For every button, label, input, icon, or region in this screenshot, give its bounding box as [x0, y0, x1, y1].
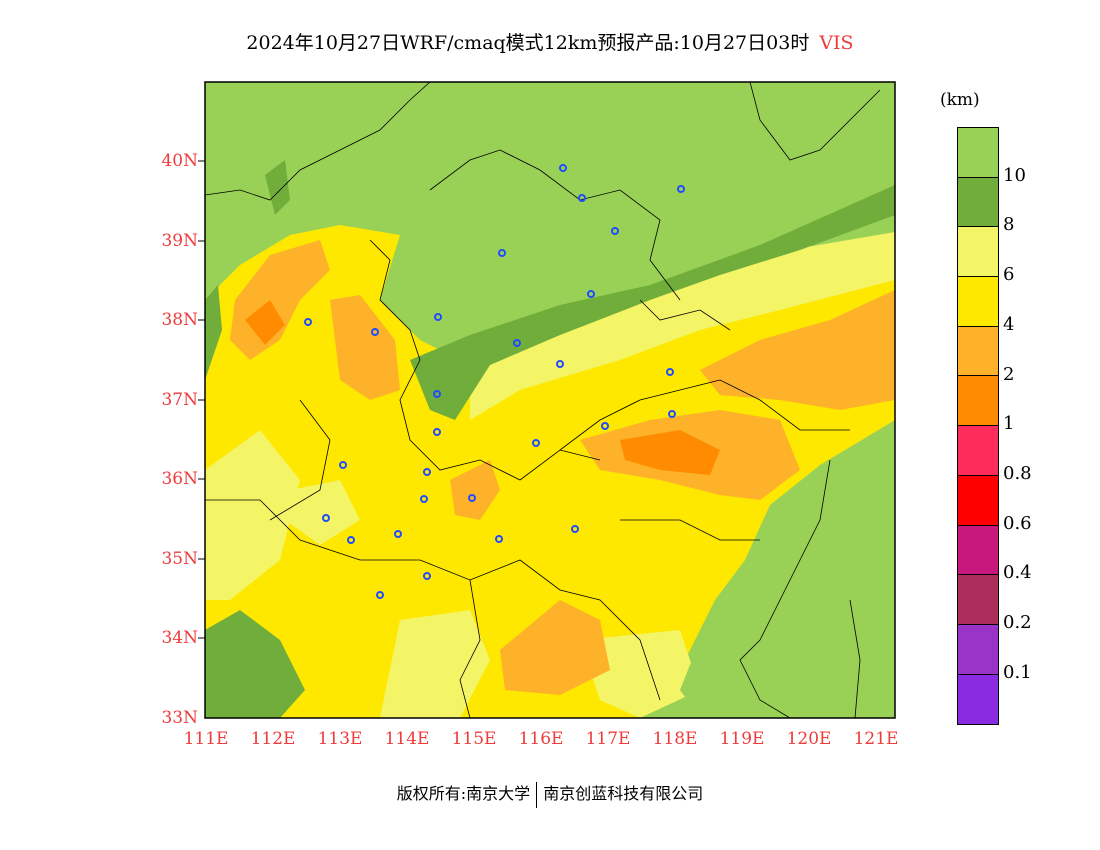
colorbar-swatch: [958, 525, 998, 576]
lon-tick: 118E: [652, 729, 698, 749]
lat-tick: 34N: [161, 628, 198, 648]
colorbar-label: 0.1: [1003, 661, 1032, 683]
lon-tick: 121E: [853, 729, 899, 749]
axis-ticks: [198, 160, 205, 639]
lat-tick: 36N: [161, 469, 198, 489]
colorbar-label: 6: [1003, 264, 1015, 286]
variable-label: VIS: [819, 32, 854, 54]
vis-8-10-patch: [205, 610, 305, 718]
colorbar-label: 0.6: [1003, 512, 1032, 534]
colorbar-swatch: [958, 426, 998, 476]
lat-tick: 38N: [161, 310, 198, 330]
colorbar-unit: (km): [940, 90, 980, 110]
admin-boundaries: [205, 82, 881, 718]
vis-1-2-patch: [245, 300, 285, 345]
chart-title: 2024年10月27日WRF/cmaq模式12km预报产品:10月27日03时 V…: [0, 28, 1100, 55]
lon-tick: 115E: [451, 729, 497, 749]
colorbar-swatch: [958, 674, 998, 725]
colorbar-swatch: [958, 277, 998, 327]
vis-2-4-patch: [450, 460, 500, 520]
colorbar-swatch: [958, 624, 998, 675]
footer-separator: [536, 781, 538, 808]
copyright-right: 南京创蓝科技有限公司: [543, 784, 704, 803]
vis-6-8-band: [470, 232, 895, 420]
vis-8-10-band: [410, 185, 895, 420]
lon-tick: 119E: [719, 729, 765, 749]
colorbar-swatch: [958, 227, 998, 278]
vis-2-4-patch: [700, 290, 895, 410]
vis-6-8-patch: [285, 480, 360, 545]
lat-tick: 39N: [161, 231, 198, 251]
vis-2-4-patch: [330, 295, 400, 400]
colorbar-swatch: [958, 128, 998, 178]
title-text: 2024年10月27日WRF/cmaq模式12km预报产品:10月27日03时: [246, 32, 810, 54]
colorbar-swatch: [958, 475, 998, 526]
colorbar-swatch: [958, 326, 998, 377]
colorbar-label: 8: [1003, 214, 1015, 236]
colorbar-swatch: [958, 376, 998, 427]
vis-8-10-patch: [205, 285, 222, 380]
colorbar-label: 1: [1003, 413, 1015, 435]
lon-tick: 117E: [585, 729, 631, 749]
vis-1-2-patch: [620, 430, 720, 475]
colorbar-label: 0.8: [1003, 462, 1032, 484]
city-markers: [304, 164, 685, 599]
copyright-footer: 版权所有:南京大学 南京创蓝科技有限公司: [0, 780, 1100, 808]
colorbar-label: 2: [1003, 363, 1015, 385]
lon-tick: 114E: [384, 729, 430, 749]
vis-2-4-patch: [500, 600, 610, 695]
lat-tick: 40N: [161, 151, 198, 171]
colorbar-label: 0.2: [1003, 612, 1032, 633]
lon-tick: 120E: [786, 729, 832, 749]
colorbar-swatch: [958, 177, 998, 228]
sea-region: [680, 430, 895, 718]
vis-6-8-patch: [205, 430, 300, 600]
copyright-left: 版权所有:南京大学: [396, 784, 531, 803]
colorbar-label: 0.4: [1003, 562, 1032, 584]
lat-tick: 33N: [161, 708, 198, 728]
colorbar-label: 10: [1003, 164, 1026, 186]
lat-tick: 37N: [161, 390, 198, 410]
vis-6-8-patch: [580, 630, 700, 718]
colorbar-swatch: [958, 575, 998, 625]
lon-tick: 113E: [317, 729, 363, 749]
colorbar-label: 4: [1003, 313, 1015, 335]
lon-tick: 116E: [518, 729, 564, 749]
vis-8-10-patch: [265, 160, 290, 215]
lon-tick: 111E: [183, 729, 229, 749]
colorbar: [957, 127, 999, 726]
lon-tick: 112E: [250, 729, 296, 749]
lat-tick: 35N: [161, 549, 198, 569]
